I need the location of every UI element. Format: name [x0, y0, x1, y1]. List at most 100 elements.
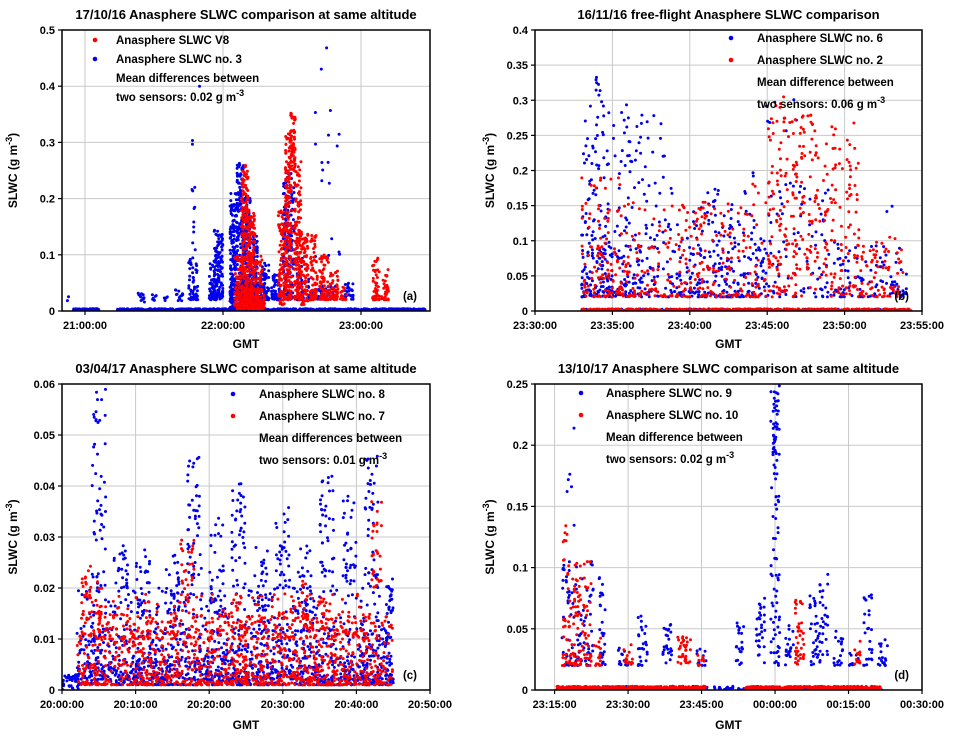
axes-box — [534, 383, 923, 691]
x-tick-label: 23:35:00 — [590, 320, 634, 332]
y-tick-label: 0.25 — [507, 379, 528, 391]
y-tick-label: 0.1 — [513, 236, 528, 248]
x-tick-label: 23:15:00 — [533, 699, 577, 711]
legend-label: Anasphere SLWC no. 8 — [259, 389, 385, 401]
tick-marks — [58, 29, 362, 315]
y-tick-label: 0.3 — [513, 95, 528, 107]
y-tick-label: 0.25 — [507, 130, 528, 142]
y-tick-label: 0.01 — [34, 634, 55, 646]
y-tick-label: 0.15 — [507, 501, 528, 513]
x-axis-label: GMT — [233, 718, 260, 732]
x-tick-label: 20:10:00 — [114, 699, 158, 711]
series-red — [233, 111, 390, 311]
x-tick-label: 00:30:00 — [900, 699, 944, 711]
series-blue — [560, 384, 889, 690]
x-axis-label: GMT — [715, 337, 742, 351]
legend-marker-red — [92, 37, 98, 43]
panel-title: 03/04/17 Anasphere SLWC comparison at sa… — [75, 361, 416, 376]
legend-label: Anasphere SLWC no. 10 — [606, 410, 738, 422]
panel-c: 03/04/17 Anasphere SLWC comparison at sa… — [4, 361, 452, 732]
y-tick-label: 0.4 — [40, 81, 56, 93]
legend-label: Anasphere SLWC no. 6 — [757, 33, 883, 45]
y-tick-label: 0.3 — [40, 137, 55, 149]
y-tick-label: 0.2 — [513, 166, 528, 178]
tick-marks — [58, 383, 431, 694]
gridlines — [535, 384, 922, 690]
legend-note-line2: two sensors: 0.02 g m-3 — [606, 450, 734, 466]
legend-label: Anasphere SLWC no. 7 — [259, 411, 385, 423]
legend-note-line2: two sensors: 0.06 g m-3 — [757, 95, 885, 111]
y-tick-label: 0.1 — [40, 250, 55, 262]
legend-marker-red — [230, 413, 236, 419]
x-tick-label: 23:30:00 — [606, 699, 650, 711]
legend-note-line1: Mean differences between — [259, 433, 402, 445]
y-tick-label: 0.05 — [34, 430, 55, 442]
y-tick-label: 0.05 — [507, 271, 528, 283]
y-tick-label: 0.02 — [34, 583, 55, 595]
y-tick-label: 0.35 — [507, 60, 528, 72]
legend-marker-red — [728, 57, 734, 63]
legend-label: Anasphere SLWC no. 3 — [116, 54, 242, 66]
legend: Anasphere SLWC no. 6 Anasphere SLWC no. 2… — [728, 33, 894, 111]
panel-corner-label: (d) — [894, 670, 909, 682]
x-axis-label: GMT — [715, 718, 742, 732]
x-axis-label: GMT — [233, 337, 260, 351]
legend-label: Anasphere SLWC V8 — [116, 35, 230, 47]
x-tick-label: 23:40:00 — [668, 320, 712, 332]
y-tick-label: 0.03 — [34, 532, 55, 544]
y-tick-label: 0 — [522, 685, 528, 697]
series-red — [555, 524, 882, 690]
panel-title: 16/11/16 free-flight Anasphere SLWC comp… — [577, 7, 879, 22]
legend-note-line1: Mean difference between — [757, 77, 894, 89]
y-tick-label: 0.05 — [507, 624, 528, 636]
x-tick-label: 23:00:00 — [339, 320, 383, 332]
legend: Anasphere SLWC V8 Anasphere SLWC no. 3 Mea… — [92, 35, 259, 104]
panel-corner-label: (b) — [894, 291, 909, 303]
x-tick-label: 22:00:00 — [201, 320, 245, 332]
legend-marker-blue — [230, 391, 236, 397]
x-tick-label: 00:00:00 — [753, 699, 797, 711]
panel-corner-label: (c) — [403, 670, 417, 682]
x-tick-label: 20:50:00 — [408, 699, 452, 711]
legend-note-line1: Mean differences between — [116, 73, 259, 85]
y-axis-label: SLWC (g m-3) — [481, 499, 497, 574]
panel-title: 17/10/16 Anasphere SLWC comparison at sa… — [75, 7, 416, 22]
legend: Anasphere SLWC no. 9 Anasphere SLWC no. 1… — [578, 388, 743, 466]
legend-label: Anasphere SLWC no. 2 — [757, 55, 883, 67]
y-tick-label: 0.1 — [513, 563, 528, 575]
legend-marker-blue — [92, 56, 98, 62]
legend: Anasphere SLWC no. 8 Anasphere SLWC no. 7… — [230, 389, 402, 467]
x-tick-label: 23:55:00 — [900, 320, 944, 332]
x-tick-label: 00:15:00 — [826, 699, 870, 711]
y-tick-label: 0.5 — [40, 25, 55, 37]
series-blue — [580, 75, 908, 311]
x-tick-label: 23:50:00 — [823, 320, 867, 332]
y-tick-label: 0.4 — [513, 25, 529, 37]
scatter-points — [580, 75, 913, 311]
legend-marker-red — [578, 412, 584, 418]
y-tick-label: 0 — [49, 306, 55, 318]
panel-b: 16/11/16 free-flight Anasphere SLWC comp… — [481, 7, 944, 351]
y-tick-label: 0.2 — [513, 440, 528, 452]
x-tick-label: 20:30:00 — [261, 699, 305, 711]
axes-box — [61, 29, 431, 312]
panel-title: 13/10/17 Anasphere SLWC comparison at sa… — [558, 361, 899, 376]
panel-a: 17/10/16 Anasphere SLWC comparison at sa… — [4, 7, 431, 351]
legend-marker-blue — [728, 35, 734, 41]
x-tick-label: 20:00:00 — [40, 699, 84, 711]
tick-marks — [531, 29, 923, 315]
x-tick-label: 20:40:00 — [334, 699, 378, 711]
x-tick-label: 23:45:00 — [745, 320, 789, 332]
legend-marker-blue — [578, 390, 584, 396]
legend-label: Anasphere SLWC no. 9 — [606, 388, 732, 400]
series-red — [75, 500, 394, 687]
tick-marks — [531, 383, 923, 694]
y-tick-label: 0.15 — [507, 201, 528, 213]
scatter-points — [555, 384, 889, 690]
scatter-points — [62, 387, 395, 690]
x-tick-label: 23:30:00 — [513, 320, 557, 332]
y-tick-label: 0.06 — [34, 379, 55, 391]
legend-note-line1: Mean difference between — [606, 432, 743, 444]
y-tick-label: 0 — [49, 685, 55, 697]
